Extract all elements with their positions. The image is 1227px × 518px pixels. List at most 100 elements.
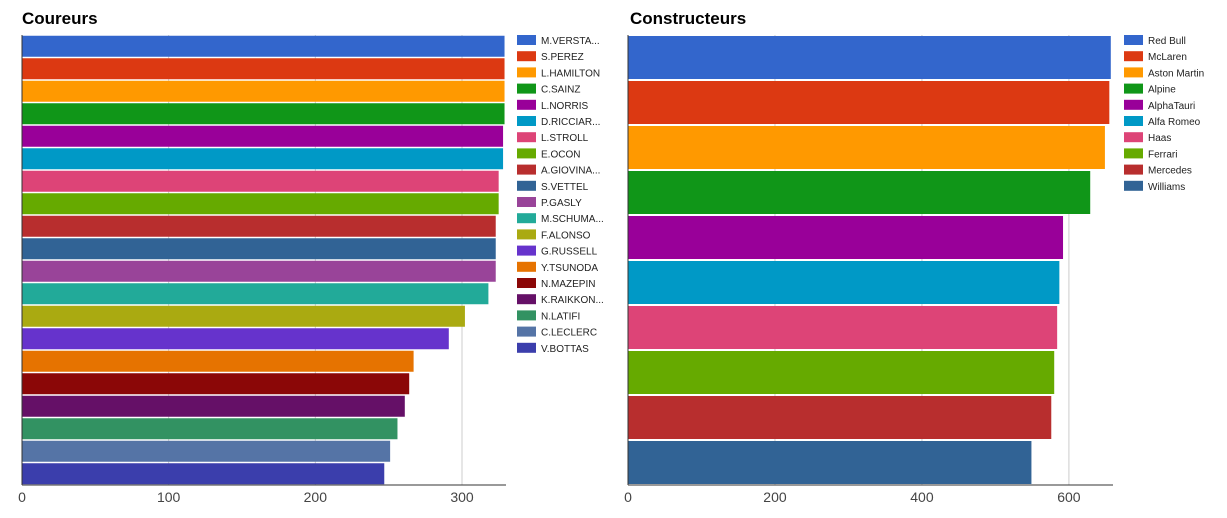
legend-swatch [1124, 132, 1143, 143]
legend-swatch [517, 35, 536, 45]
x-tick-label: 600 [1057, 489, 1081, 505]
legend-swatch [517, 310, 536, 321]
legend-label: M.SCHUMA... [541, 214, 604, 225]
legend-label: McLaren [1148, 52, 1187, 63]
bar-driver-8 [22, 193, 499, 215]
legend-label: M.VERSTA... [541, 36, 600, 47]
legend-label: E.OCON [541, 149, 580, 160]
legend-swatch [1124, 180, 1143, 191]
bar-driver-18 [22, 418, 398, 440]
legend-label: A.GIOVINA... [541, 166, 600, 177]
legend-label: D.RICCIAR... [541, 117, 600, 128]
drivers-chart-panel: Coureurs 0 100 200 300 M.VERSTA... S.PEREZ L.H… [0, 0, 612, 518]
legend-swatch [517, 99, 536, 110]
legend-swatch [517, 116, 536, 126]
legend-label: L.HAMILTON [541, 68, 600, 79]
legend-swatch [517, 326, 536, 337]
legend-label: Williams [1148, 182, 1185, 193]
legend-swatch [517, 180, 536, 191]
bar-driver-9 [22, 215, 496, 237]
legend-label: K.RAIKKON... [541, 295, 604, 306]
legend-swatch [517, 132, 536, 143]
legend-swatch [1124, 51, 1143, 62]
legend-label: AlphaTauri [1148, 101, 1195, 112]
bar-driver-13 [22, 305, 465, 327]
x-tick-label: 400 [910, 489, 934, 505]
legend-swatch [517, 67, 536, 78]
bar-driver-3 [22, 80, 505, 102]
legend-label: S.VETTEL [541, 182, 589, 193]
legend-label: N.LATIFI [541, 311, 580, 322]
legend-label: V.BOTTAS [541, 344, 589, 355]
legend-swatch [1124, 83, 1143, 94]
bar-constructor-8 [628, 351, 1055, 394]
constructors-chart-panel: Constructeurs 0 200 400 600 Red Bull McLaren A… [612, 0, 1227, 518]
legend-label: Aston Martin [1148, 68, 1204, 79]
legend-swatch [517, 278, 536, 288]
bar-constructor-6 [628, 261, 1060, 304]
legend-swatch [1124, 116, 1143, 126]
x-tick-label: 0 [18, 489, 26, 505]
legend-label: Red Bull [1148, 36, 1186, 47]
x-tick-label: 200 [763, 489, 787, 505]
legend-label: F.ALONSO [541, 230, 591, 241]
legend-label: Haas [1148, 133, 1171, 144]
legend-label: C.LECLERC [541, 328, 597, 339]
legend-label: Ferrari [1148, 149, 1177, 160]
bar-driver-17 [22, 395, 405, 417]
x-tick-label: 100 [157, 489, 181, 505]
legend-swatch [1124, 35, 1143, 45]
x-tick-label: 200 [304, 489, 328, 505]
bar-driver-20 [22, 463, 385, 485]
legend-swatch [517, 294, 536, 305]
bar-constructor-4 [628, 171, 1091, 214]
bar-driver-2 [22, 58, 505, 80]
legend-swatch [517, 164, 536, 175]
legend-swatch [517, 261, 536, 272]
bar-driver-14 [22, 328, 449, 350]
bar-driver-12 [22, 283, 489, 305]
legend-swatch [517, 213, 536, 224]
bar-constructor-9 [628, 396, 1052, 439]
x-tick-label: 0 [624, 489, 632, 505]
bar-driver-16 [22, 373, 410, 395]
bar-constructor-2 [628, 81, 1110, 124]
constructors-bar-chart: 0 200 400 600 Red Bull McLaren Aston Martin Alp… [624, 35, 1204, 505]
legend-swatch [517, 229, 536, 240]
legend-swatch [517, 342, 536, 353]
bar-constructor-10 [628, 441, 1032, 484]
legend-swatch [517, 51, 536, 62]
constructors-chart-title: Constructeurs [630, 9, 747, 28]
legend-label: G.RUSSELL [541, 247, 598, 258]
bar-driver-4 [22, 103, 505, 125]
bar-driver-7 [22, 170, 499, 192]
x-tick-label: 300 [450, 489, 474, 505]
bar-constructor-7 [628, 306, 1058, 349]
legend-label: C.SAINZ [541, 85, 580, 96]
bar-driver-10 [22, 238, 496, 260]
legend-swatch [1124, 148, 1143, 159]
legend-swatch [1124, 67, 1143, 78]
bar-constructor-3 [628, 126, 1105, 169]
legend-swatch [517, 83, 536, 94]
legend-label: Mercedes [1148, 166, 1192, 177]
legend-swatch [1124, 99, 1143, 110]
legend-swatch [517, 197, 536, 207]
legend-label: L.NORRIS [541, 101, 589, 112]
legend-swatch [1124, 164, 1143, 175]
legend-swatch [517, 245, 536, 256]
legend-label: P.GASLY [541, 198, 582, 209]
legend-label: Y.TSUNODA [541, 263, 598, 274]
drivers-bar-chart: 0 100 200 300 M.VERSTA... S.PEREZ L.HAMILTON C.… [18, 35, 604, 505]
legend-label: Alpine [1148, 85, 1176, 96]
legend-label: L.STROLL [541, 133, 589, 144]
legend-label: Alfa Romeo [1148, 117, 1201, 128]
bar-driver-19 [22, 440, 391, 462]
legend-label: S.PEREZ [541, 52, 584, 63]
drivers-chart-title: Coureurs [22, 9, 98, 28]
bar-driver-1 [22, 35, 505, 57]
bar-driver-15 [22, 350, 414, 372]
bar-driver-5 [22, 125, 504, 147]
legend-label: N.MAZEPIN [541, 279, 595, 290]
bar-driver-6 [22, 148, 504, 170]
